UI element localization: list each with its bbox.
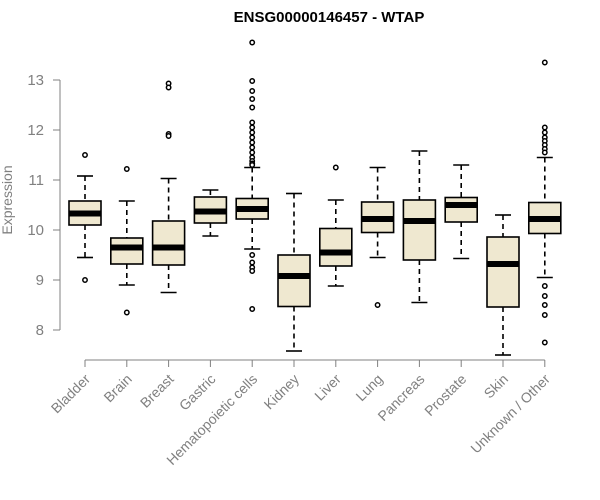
y-tick-label: 13 xyxy=(27,72,44,89)
y-tick-label: 8 xyxy=(36,322,44,339)
box-group xyxy=(444,164,479,260)
x-tick-label: Breast xyxy=(137,371,177,411)
box-group xyxy=(402,150,437,304)
outlier-point xyxy=(541,124,548,131)
outlier-point xyxy=(249,104,256,111)
outlier-point xyxy=(541,302,548,308)
box-group xyxy=(527,59,562,346)
outlier-point xyxy=(249,259,256,266)
box-group xyxy=(235,39,269,312)
x-tick-label: Liver xyxy=(311,371,344,404)
x-tick-label: Bladder xyxy=(48,371,94,417)
box xyxy=(486,236,520,308)
x-tick-label: Lung xyxy=(352,371,385,404)
box-group xyxy=(151,80,186,294)
outlier-point xyxy=(541,129,548,136)
y-tick-label: 11 xyxy=(28,172,44,189)
outlier-point xyxy=(374,302,381,308)
box-group xyxy=(68,152,102,283)
outlier-point xyxy=(82,277,88,283)
x-tick-label: Unknown / Other xyxy=(467,371,553,457)
outlier-point xyxy=(541,59,548,66)
x-tick-label: Kidney xyxy=(261,371,303,413)
box-group xyxy=(360,166,395,308)
outlier-point xyxy=(249,139,256,146)
box xyxy=(277,254,311,308)
outlier-point xyxy=(249,149,256,156)
x-tick-label: Brain xyxy=(100,371,134,405)
boxes xyxy=(68,39,562,356)
outlier-point xyxy=(249,96,256,102)
box-group xyxy=(277,192,311,352)
box-group xyxy=(110,166,144,316)
box-group xyxy=(486,214,520,356)
outlier-point xyxy=(541,293,548,299)
outlier-point xyxy=(249,162,256,168)
outlier-point xyxy=(249,124,256,131)
box xyxy=(444,196,479,223)
outlier-point xyxy=(249,39,256,46)
box xyxy=(402,199,437,261)
outlier-point xyxy=(249,88,256,94)
outlier-point xyxy=(541,339,548,346)
outlier-point xyxy=(249,252,256,258)
y-tick-label: 9 xyxy=(36,272,44,289)
outlier-point xyxy=(332,164,339,171)
outlier-point xyxy=(249,78,256,84)
y-tick-label: 12 xyxy=(27,122,44,139)
outlier-point xyxy=(165,133,172,139)
box xyxy=(318,227,353,267)
outlier-point xyxy=(123,309,130,316)
outlier-point xyxy=(165,84,172,91)
outlier-point xyxy=(123,166,130,172)
outlier-point xyxy=(541,149,548,156)
y-tick-label: 10 xyxy=(27,222,44,239)
outlier-point xyxy=(249,306,256,312)
outlier-point xyxy=(249,144,256,151)
outlier-point xyxy=(249,134,256,141)
box-group xyxy=(318,164,353,287)
chart-title: ENSG00000146457 - WTAP xyxy=(234,9,425,26)
outlier-point xyxy=(249,129,256,136)
x-tick-label: Skin xyxy=(481,371,512,402)
outlier-point xyxy=(82,152,88,158)
box xyxy=(151,220,186,266)
outlier-point xyxy=(541,283,548,289)
y-axis-label: Expression xyxy=(0,165,15,234)
x-tick-label: Prostate xyxy=(421,371,469,419)
box xyxy=(110,237,144,265)
outlier-point xyxy=(541,312,548,318)
box-group xyxy=(193,189,228,237)
outlier-point xyxy=(249,119,256,126)
outlier-point xyxy=(249,268,256,274)
